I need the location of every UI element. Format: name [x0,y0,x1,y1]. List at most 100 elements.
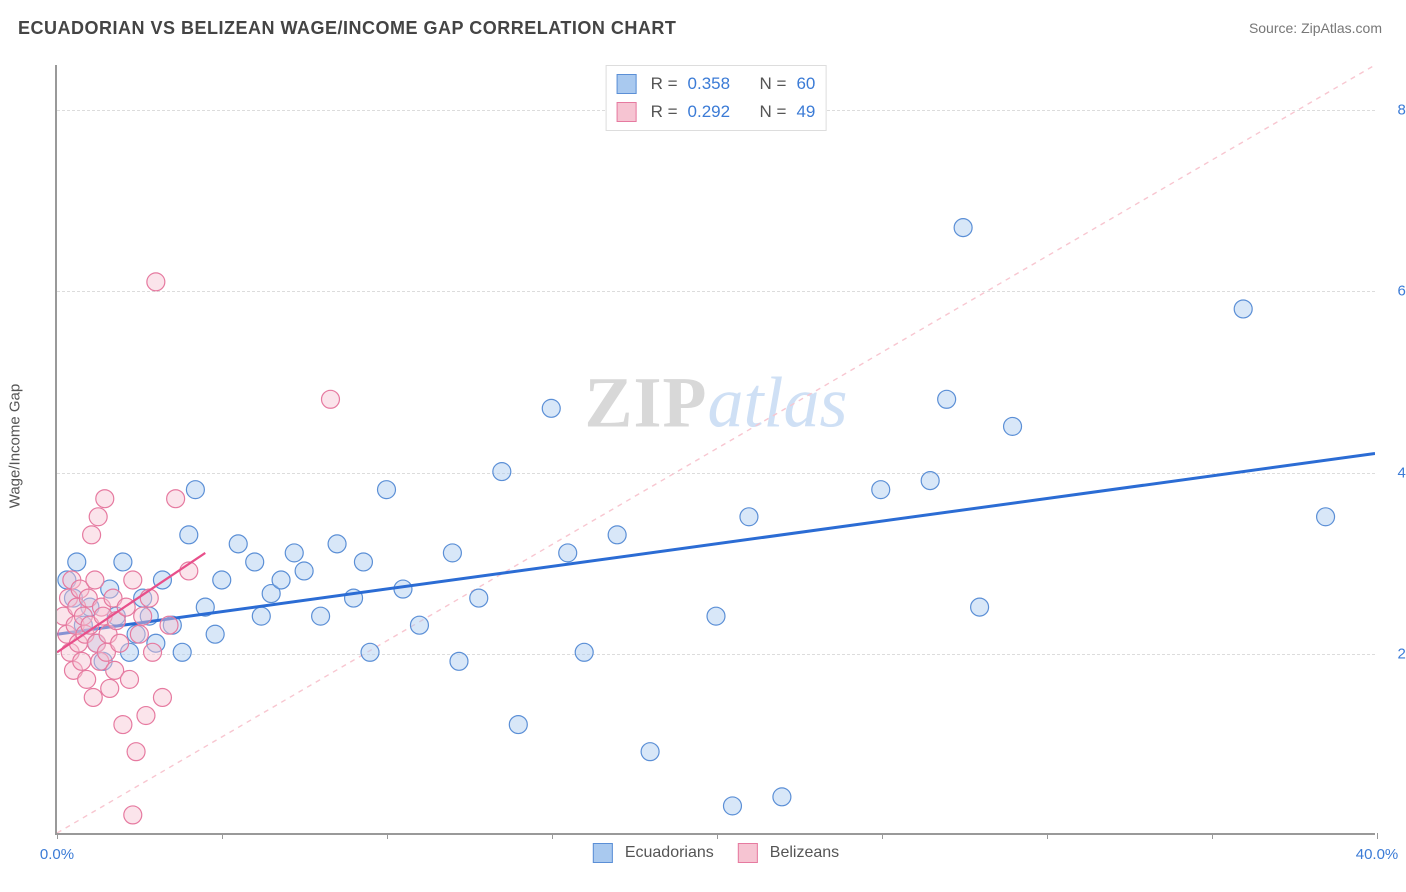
data-point [180,526,198,544]
series-label-belizeans: Belizeans [770,844,839,862]
y-axis-title: Wage/Income Gap [7,384,24,509]
chart-container: ECUADORIAN VS BELIZEAN WAGE/INCOME GAP C… [0,0,1406,892]
data-point [321,390,339,408]
data-point [111,634,129,652]
data-point [246,553,264,571]
data-point [707,607,725,625]
scatter-plot [57,65,1375,833]
data-point [78,670,96,688]
data-point [470,589,488,607]
r-label: R = [651,98,678,126]
data-point [86,571,104,589]
data-point [285,544,303,562]
legend-swatch-ecuadorians-bottom [593,843,613,863]
data-point [921,472,939,490]
correlation-legend-row-2: R = 0.292 N = 49 [617,98,816,126]
y-tick-label: 60.0% [1397,283,1406,300]
x-tick [1212,833,1213,839]
data-point [89,508,107,526]
plot-area: ZIPatlas R = 0.358 N = 60 R = 0.292 N = … [55,65,1375,835]
data-point [740,508,758,526]
x-tick [552,833,553,839]
data-point [134,607,152,625]
data-point [378,481,396,499]
data-point [608,526,626,544]
r-label: R = [651,70,678,98]
data-point [114,553,132,571]
n-label: N = [760,98,787,126]
legend-swatch-belizeans-bottom [738,843,758,863]
correlation-legend: R = 0.358 N = 60 R = 0.292 N = 49 [606,65,827,131]
data-point [173,643,191,661]
data-point [328,535,346,553]
data-point [167,490,185,508]
legend-swatch-belizeans [617,102,637,122]
data-point [312,607,330,625]
data-point [723,797,741,815]
x-tick [882,833,883,839]
x-tick-label: 40.0% [1356,846,1399,863]
data-point [542,399,560,417]
data-point [361,643,379,661]
data-point [272,571,290,589]
data-point [144,643,162,661]
data-point [153,688,171,706]
data-point [773,788,791,806]
x-tick-label: 0.0% [40,846,74,863]
data-point [68,553,86,571]
data-point [252,607,270,625]
data-point [509,716,527,734]
data-point [83,526,101,544]
data-point [147,273,165,291]
data-point [641,743,659,761]
data-point [872,481,890,499]
y-tick-label: 40.0% [1397,464,1406,481]
r-value-belizeans: 0.292 [688,98,731,126]
series-legend-item-ecuadorians: Ecuadorians [593,843,714,863]
data-point [229,535,247,553]
data-point [140,589,158,607]
data-point [1234,300,1252,318]
data-point [575,643,593,661]
data-point [121,670,139,688]
series-legend-item-belizeans: Belizeans [738,843,839,863]
series-label-ecuadorians: Ecuadorians [625,844,714,862]
data-point [206,625,224,643]
data-point [1004,417,1022,435]
x-tick [1047,833,1048,839]
data-point [213,571,231,589]
x-tick [57,833,58,839]
data-point [127,743,145,761]
n-label: N = [760,70,787,98]
data-point [493,463,511,481]
chart-title: ECUADORIAN VS BELIZEAN WAGE/INCOME GAP C… [18,18,676,39]
n-value-ecuadorians: 60 [796,70,815,98]
data-point [1317,508,1335,526]
source-attribution: Source: ZipAtlas.com [1249,20,1382,36]
correlation-legend-row-1: R = 0.358 N = 60 [617,70,816,98]
data-point [124,571,142,589]
data-point [101,679,119,697]
legend-swatch-ecuadorians [617,74,637,94]
data-point [137,707,155,725]
data-point [450,652,468,670]
data-point [114,716,132,734]
n-value-belizeans: 49 [796,98,815,126]
series-legend: Ecuadorians Belizeans [593,843,839,863]
x-tick [222,833,223,839]
data-point [84,688,102,706]
y-tick-label: 20.0% [1397,645,1406,662]
data-point [295,562,313,580]
data-point [954,219,972,237]
x-tick [387,833,388,839]
x-tick [717,833,718,839]
data-point [971,598,989,616]
y-tick-label: 80.0% [1397,102,1406,119]
data-point [130,625,148,643]
data-point [73,652,91,670]
data-point [938,390,956,408]
data-point [124,806,142,824]
data-point [354,553,372,571]
x-tick [1377,833,1378,839]
data-point [559,544,577,562]
